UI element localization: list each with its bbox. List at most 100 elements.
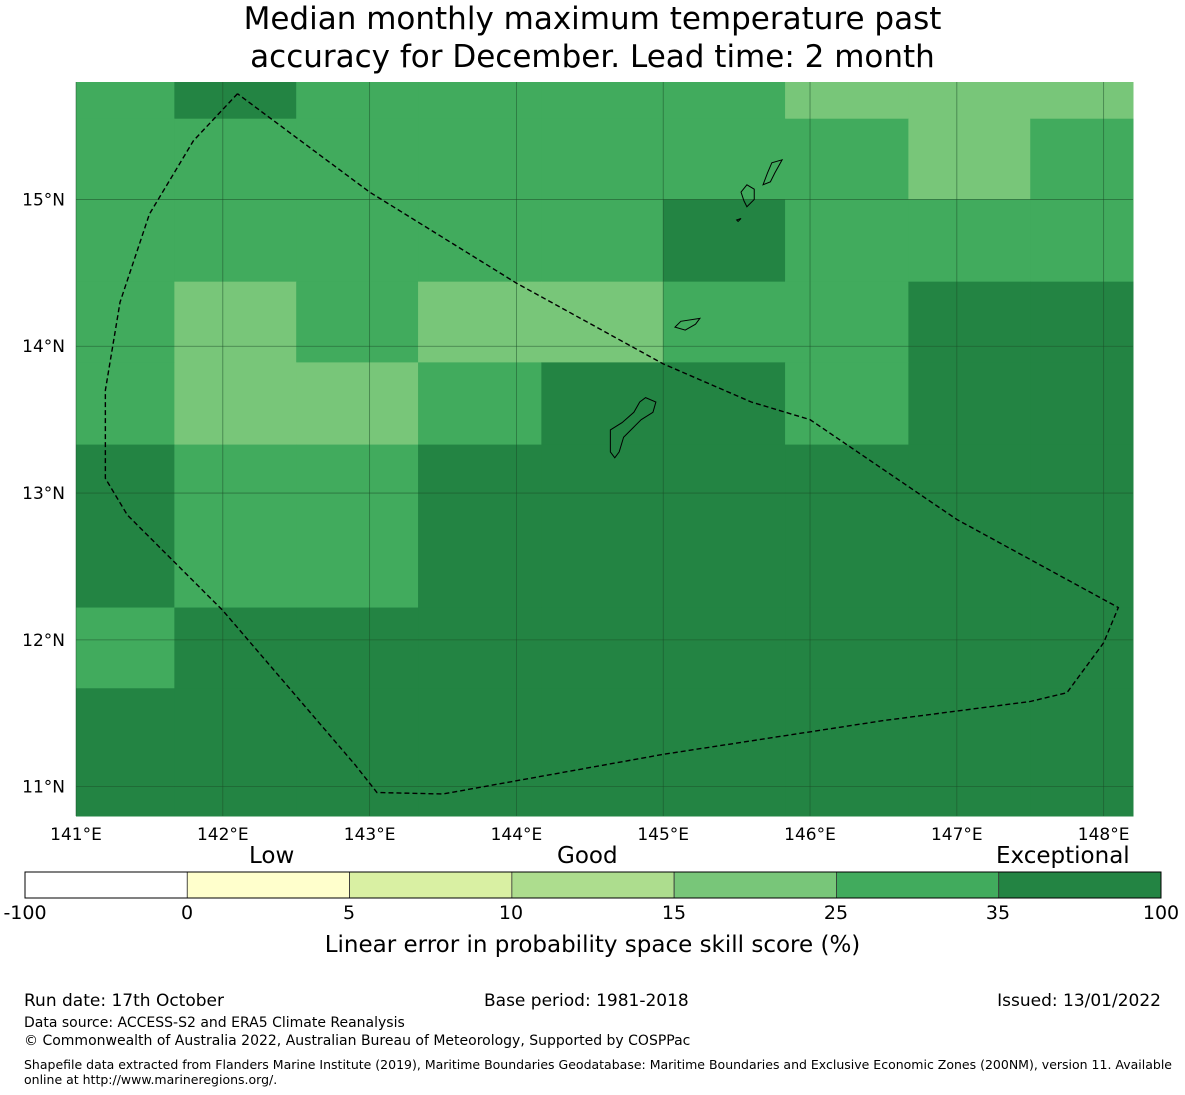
title-line-2: accuracy for December. Lead time: 2 mont… <box>250 39 935 75</box>
grid-cell <box>76 607 175 689</box>
colorbar-segment <box>24 871 188 899</box>
colorbar-segment <box>186 871 350 899</box>
y-tick-label: 12°N <box>22 631 65 651</box>
y-tick-label: 13°N <box>22 484 65 504</box>
y-tick-label: 15°N <box>22 190 65 210</box>
grid-cell <box>1030 362 1134 446</box>
grid-cell <box>541 281 664 363</box>
grid-cell <box>174 118 297 200</box>
grid-cell <box>785 688 909 817</box>
grid-cell <box>908 118 1031 200</box>
y-tick-label: 14°N <box>22 337 65 357</box>
x-tick-label: 146°E <box>784 825 836 845</box>
grid-cell <box>908 362 1031 446</box>
colorbar-category-low: Low <box>249 843 295 869</box>
grid-cell <box>1030 281 1134 363</box>
colorbar-segment <box>836 871 1000 899</box>
x-tick-label: 144°E <box>491 825 543 845</box>
island-outline <box>609 397 657 459</box>
grid-cell <box>418 281 542 363</box>
grid-cell <box>76 118 175 200</box>
grid-cell <box>296 362 419 446</box>
colorbar-label: Linear error in probability space skill … <box>324 932 861 958</box>
grid-cell <box>541 118 664 200</box>
x-axis-ticks: 141°E 142°E 143°E 144°E 145°E 146°E 147°E 148°E <box>50 825 1129 845</box>
run-date: Run date: 17th October <box>24 991 224 1011</box>
colorbar-tick: 100 <box>1142 902 1180 924</box>
grid-cell <box>541 688 664 817</box>
grid-cell <box>663 82 786 120</box>
grid-cell <box>1030 607 1134 689</box>
grid-cell <box>418 82 542 120</box>
grid-cell <box>1030 444 1134 609</box>
grid-cell <box>663 444 786 609</box>
grid-cell <box>908 82 1031 120</box>
x-tick-label: 141°E <box>50 825 102 845</box>
grid-cell <box>541 199 664 283</box>
grid-cell <box>908 281 1031 363</box>
colorbar-tick: 5 <box>342 902 356 924</box>
x-tick-label: 147°E <box>931 825 983 845</box>
grid-cell <box>785 118 909 200</box>
x-tick-label: 142°E <box>197 825 249 845</box>
map-title: Median monthly maximum temperature past … <box>0 0 1185 76</box>
grid-cell <box>908 199 1031 283</box>
eez-boundary <box>104 93 1120 795</box>
colorbar-tick: 0 <box>180 902 194 924</box>
colorbar-tick: 35 <box>985 902 1011 924</box>
grid-cell <box>296 444 419 609</box>
grid-cell <box>174 444 297 609</box>
shapefile-credit: Shapefile data extracted from Flanders M… <box>24 1057 1172 1087</box>
grid-cell <box>174 362 297 446</box>
eez-layer <box>104 93 1120 795</box>
base-period: Base period: 1981-2018 <box>484 991 689 1011</box>
colorbar-segment <box>349 871 513 899</box>
grid-cell <box>296 281 419 363</box>
y-tick-label: 11°N <box>22 778 65 798</box>
title-line-1: Median monthly maximum temperature past <box>243 1 942 37</box>
island-outline <box>735 218 742 223</box>
grid-cell <box>908 688 1031 817</box>
grid-cell <box>174 199 297 283</box>
grid-cell <box>76 362 175 446</box>
grid-cell <box>174 82 297 120</box>
grid-cell <box>296 199 419 283</box>
grid-cell <box>76 199 175 283</box>
grid-cell <box>418 362 542 446</box>
colorbar-category-exceptional: Exceptional <box>996 843 1130 869</box>
grid-cell <box>418 199 542 283</box>
grid-cell <box>1030 199 1134 283</box>
grid-cell <box>418 688 542 817</box>
grid-cell <box>785 607 909 689</box>
colorbar-segment <box>673 871 837 899</box>
grid-cell <box>174 688 297 817</box>
grid-cell <box>663 118 786 200</box>
x-tick-label: 148°E <box>1078 825 1130 845</box>
grid-cell <box>1030 118 1134 200</box>
grid-cell <box>76 82 175 120</box>
grid-cell <box>541 82 664 120</box>
grid-cell <box>785 199 909 283</box>
grid-cell <box>296 82 419 120</box>
island-outline <box>674 317 702 331</box>
grid-cell <box>174 607 297 689</box>
grid-cell <box>1030 82 1134 120</box>
islands-layer <box>609 158 784 459</box>
grid-cell <box>418 444 542 609</box>
grid-cell <box>663 607 786 689</box>
x-tick-label: 145°E <box>637 825 689 845</box>
issued-date: Issued: 13/01/2022 <box>997 991 1161 1011</box>
colorbar-category-good: Good <box>557 843 618 869</box>
colorbar-tick: -100 <box>3 902 47 924</box>
grid-cell <box>76 688 175 817</box>
grid-cell <box>663 199 786 283</box>
colorbar-tick: 25 <box>823 902 849 924</box>
colorbar-tick: 15 <box>661 902 687 924</box>
colorbar-segment <box>511 871 675 899</box>
grid-cell <box>908 607 1031 689</box>
grid-cell <box>663 362 786 446</box>
y-axis-ticks: 15°N 14°N 13°N 12°N 11°N <box>22 190 65 797</box>
grid-cell <box>174 281 297 363</box>
grid-cell <box>785 444 909 609</box>
